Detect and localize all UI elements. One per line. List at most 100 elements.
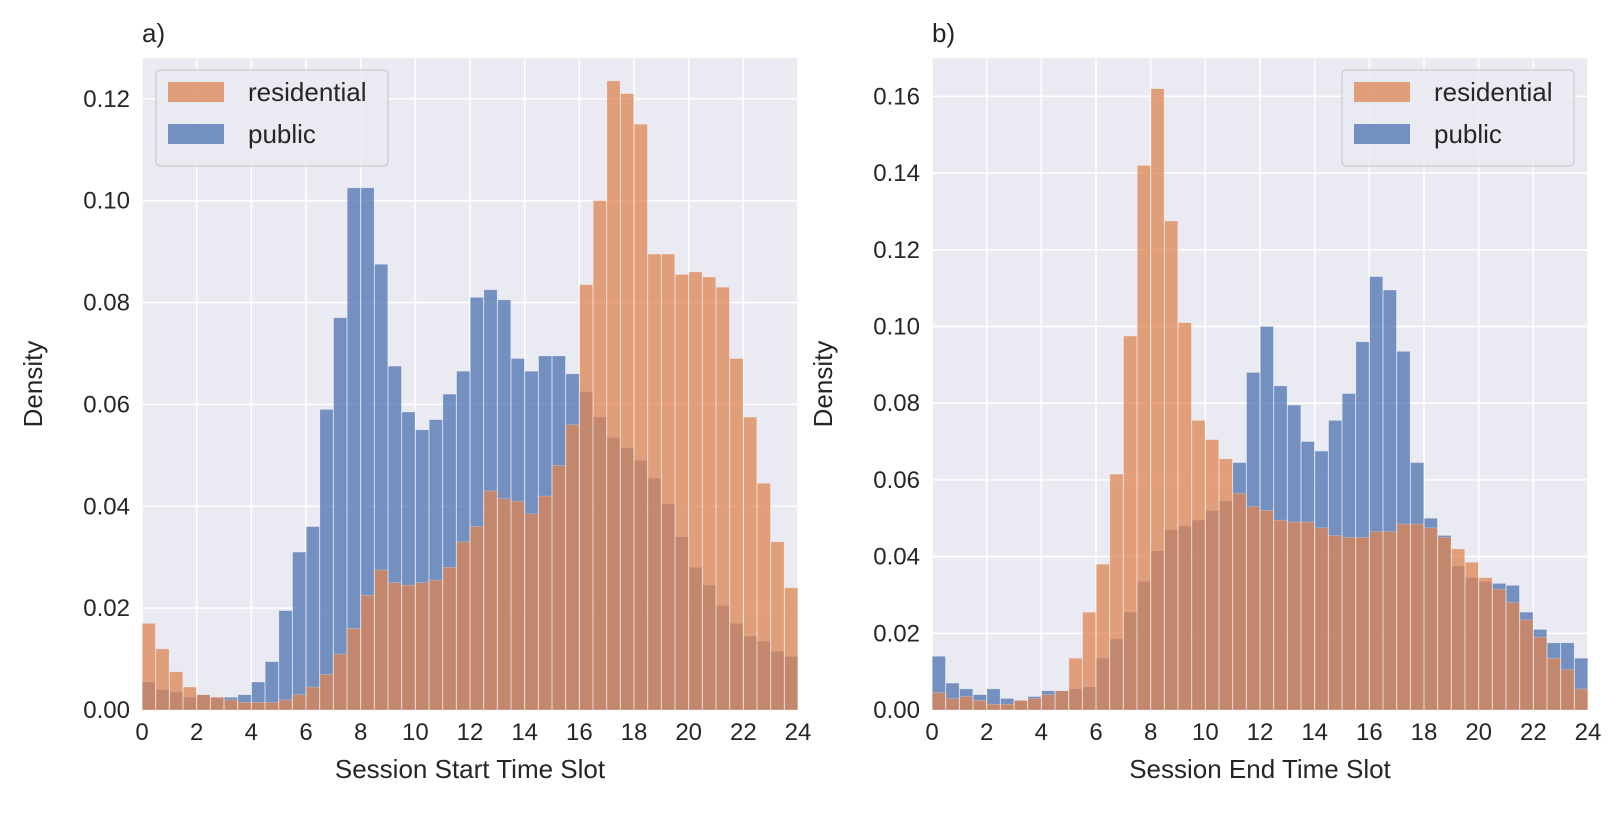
bar-residential: [1013, 700, 1028, 711]
x-tick-label: 16: [566, 719, 593, 746]
bar-residential: [141, 623, 156, 711]
bar-residential: [1519, 619, 1534, 711]
gridlines: [931, 58, 1589, 711]
x-tick-label: 18: [1411, 719, 1438, 746]
y-tick-label: 0.06: [83, 391, 130, 418]
bar-residential: [524, 513, 539, 711]
bar-residential: [959, 696, 974, 711]
bar-residential: [182, 686, 197, 711]
bar-residential: [1574, 688, 1589, 711]
x-tick-label: 0: [135, 719, 148, 746]
legend-label-public: public: [1434, 119, 1502, 149]
bar-residential: [510, 500, 525, 711]
bar-residential: [661, 253, 676, 711]
legend-label-public: public: [248, 119, 316, 149]
x-tick-label: 24: [1575, 719, 1602, 746]
bar-residential: [729, 358, 744, 711]
x-tick-label: 8: [354, 719, 367, 746]
legend: residential public: [1341, 69, 1575, 167]
bar-residential: [1041, 694, 1056, 711]
bar-residential: [1314, 527, 1329, 711]
y-tick-label: 0.06: [873, 467, 920, 494]
bar-residential: [223, 699, 238, 711]
y-axis-label: Density: [18, 341, 48, 428]
bar-residential: [592, 200, 607, 711]
bar-residential: [1492, 588, 1507, 711]
bar-residential: [1328, 535, 1343, 711]
bar-residential: [770, 541, 785, 711]
y-tick-label: 0.00: [83, 697, 130, 724]
bar-residential: [1095, 563, 1110, 711]
legend-label-residential: residential: [1434, 77, 1553, 107]
bar-residential: [1273, 519, 1288, 711]
legend-swatch-residential: [168, 82, 224, 102]
y-tick-label: 0.12: [873, 237, 920, 264]
x-tick-label: 2: [190, 719, 203, 746]
panel-label: b): [932, 18, 955, 48]
bar-public: [292, 551, 307, 711]
y-tick-label: 0.16: [873, 83, 920, 110]
bar-residential: [633, 123, 648, 711]
bar-residential: [1355, 537, 1370, 711]
x-tick-label: 12: [457, 719, 484, 746]
x-axis-label: Session End Time Slot: [1129, 754, 1391, 784]
bar-residential: [251, 702, 266, 711]
bar-residential: [483, 490, 498, 711]
x-tick-label: 10: [1192, 719, 1219, 746]
series-residential-bars: [141, 80, 799, 711]
bar-residential: [688, 271, 703, 711]
legend-label-residential: residential: [248, 77, 367, 107]
bar-residential: [1505, 602, 1520, 711]
bar-residential: [456, 541, 471, 711]
x-tick-label: 6: [299, 719, 312, 746]
x-tick-label: 4: [1035, 719, 1048, 746]
y-axis-label: Density: [808, 341, 838, 428]
legend: residential public: [155, 69, 389, 167]
bar-residential: [1382, 531, 1397, 711]
x-tick-label: 14: [511, 719, 538, 746]
bar-residential: [1068, 657, 1083, 711]
bar-residential: [784, 587, 799, 711]
y-tick-label: 0.02: [83, 595, 130, 622]
x-tick-label: 4: [245, 719, 258, 746]
bar-residential: [674, 274, 689, 711]
bar-residential: [715, 286, 730, 711]
bar-residential: [1437, 537, 1452, 711]
x-tick-labels: 0 2 4 6 8 10 12 14 16 18 20 22 24: [925, 719, 1601, 746]
legend-swatch-public: [1354, 124, 1410, 144]
y-tick-label: 0.10: [873, 313, 920, 340]
bar-residential: [1054, 690, 1069, 711]
bar-residential: [1451, 548, 1466, 711]
bar-residential: [972, 700, 987, 711]
legend-swatch-residential: [1354, 82, 1410, 102]
bar-residential: [551, 465, 566, 711]
panel-a-start-time: 0 2 4 6 8 10 12 14 16 18 20 22 240.000.020.040.060.0…: [18, 18, 811, 784]
y-tick-label: 0.08: [83, 290, 130, 317]
bar-residential: [1341, 537, 1356, 711]
bar-residential: [702, 276, 717, 711]
bar-residential: [931, 692, 946, 711]
bar-residential: [264, 702, 279, 711]
bar-residential: [1478, 577, 1493, 711]
x-tick-label: 0: [925, 719, 938, 746]
y-tick-label: 0.00: [873, 697, 920, 724]
bar-residential: [1150, 88, 1165, 711]
x-tick-label: 20: [1465, 719, 1492, 746]
y-tick-labels: 0.00 0.02 0.04 0.06 0.08 0.10 0.12: [83, 86, 130, 724]
bar-residential: [1232, 493, 1247, 711]
x-tick-label: 22: [730, 719, 757, 746]
gridlines: [141, 58, 799, 711]
bar-residential: [743, 416, 758, 711]
y-tick-label: 0.10: [83, 188, 130, 215]
bar-residential: [292, 694, 307, 711]
y-tick-label: 0.02: [873, 620, 920, 647]
bar-residential: [278, 699, 293, 711]
bar-residential: [565, 424, 580, 711]
bar-residential: [1000, 703, 1015, 711]
y-tick-label: 0.12: [83, 86, 130, 113]
bar-residential: [1546, 657, 1561, 711]
bar-residential: [1027, 698, 1042, 711]
bar-residential: [1191, 420, 1206, 711]
bar-residential: [756, 483, 771, 711]
x-tick-label: 8: [1144, 719, 1157, 746]
